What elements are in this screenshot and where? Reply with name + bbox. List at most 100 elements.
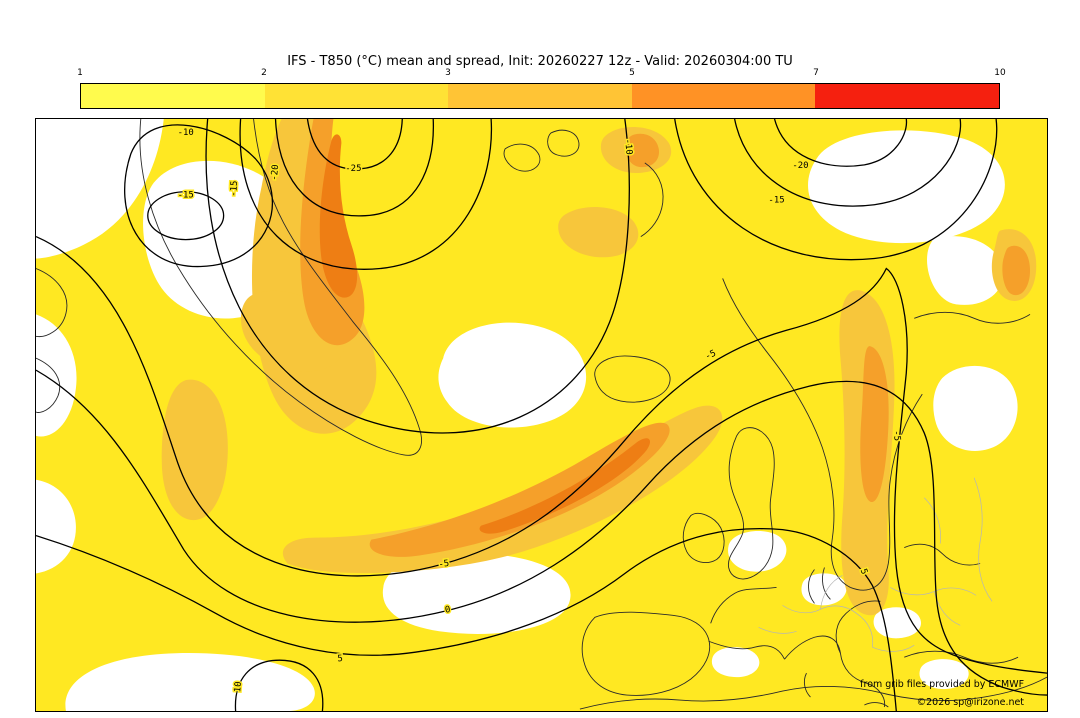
credit-copyright: ©2026 sp@irizone.net: [917, 697, 1025, 708]
coast-baffin-south: [36, 357, 61, 413]
coast-france: [710, 586, 777, 624]
coast-ireland: [682, 513, 725, 563]
contour-label: -5: [891, 430, 902, 442]
colorbar-segment: [264, 84, 449, 108]
colorbar-segment: [815, 84, 999, 108]
coast-iberia: [581, 611, 711, 696]
contour-minus5: [36, 236, 1047, 674]
coast-arctic-island: [640, 162, 664, 237]
colorbar-tick-label: 1: [77, 68, 83, 78]
contour-minus20-northeast: [773, 119, 908, 167]
coast-great-britain: [728, 427, 775, 580]
contour-plus5: [36, 527, 897, 711]
coast-norway: [722, 278, 851, 588]
coast-svalbard-2: [547, 129, 580, 157]
contour-label: -15: [768, 196, 784, 206]
contour-minus20-trough: [274, 119, 434, 217]
spread-region: [282, 405, 723, 574]
coast-sweden-baltic: [850, 393, 923, 591]
spread-region: [36, 479, 76, 574]
colorbar-tick-label: 10: [994, 68, 1006, 78]
contour-label: 5: [858, 568, 869, 576]
contour-label: -10: [622, 138, 633, 155]
coast-mediterranean-nw: [708, 640, 785, 660]
spread-region: [728, 531, 787, 572]
spread-region: [873, 607, 922, 639]
contour-label: -15: [229, 180, 240, 197]
contour-label: 10: [233, 681, 244, 693]
border-line: [923, 497, 941, 544]
map-canvas: -10 -15 -25 -20 -15 -20 -15 -10 -5 -5 -5…: [35, 118, 1048, 712]
spread-region: [625, 133, 660, 168]
contour-label: -20: [270, 164, 281, 181]
spread-region: [558, 206, 639, 258]
contour-minus15-greenland: [147, 191, 225, 241]
spread-region: [36, 119, 164, 259]
contour-label: -25: [345, 164, 361, 174]
colorbar-segment: [631, 84, 816, 108]
colorbar-tick-label: 5: [629, 68, 635, 78]
spread-region: [860, 346, 889, 503]
contour-label: -10: [178, 128, 194, 138]
border-line: [758, 626, 797, 634]
credit-ecmwf: from grib files provided by ECMWF: [860, 679, 1024, 690]
colorbar-segment: [81, 84, 265, 108]
coast-svalbard: [503, 143, 541, 172]
spread-region: [382, 552, 571, 634]
spread-region: [479, 438, 651, 534]
contour-label: -20: [792, 161, 808, 171]
colorbar-ticks: 1 2 3 5 7 10: [77, 68, 1006, 83]
colorbar-tick-label: 3: [445, 68, 451, 78]
contour-label: 5: [337, 654, 343, 664]
contour-label: 0: [444, 605, 451, 616]
spread-deep-regions: [319, 134, 651, 534]
colorbar-segment: [448, 84, 632, 108]
coast-sicily: [864, 702, 889, 708]
spread-region: [927, 236, 1004, 305]
spread-region: [161, 379, 228, 521]
contour-labels: -10 -15 -25 -20 -15 -20 -15 -10 -5 -5 -5…: [176, 126, 903, 694]
border-line: [872, 644, 915, 652]
contour-minus15-northeast: [733, 119, 962, 207]
border-line: [933, 591, 961, 626]
coast-greenland: [139, 119, 422, 456]
colorbar-wrap: 1 2 3 5 7 10: [77, 68, 1006, 109]
coast-iceland: [594, 355, 671, 403]
weather-map-svg: -10 -15 -25 -20 -15 -20 -15 -10 -5 -5 -5…: [36, 119, 1047, 711]
colorbar-tick-label: 7: [813, 68, 819, 78]
coast-baffin: [36, 268, 68, 337]
coast-arctic-russia: [914, 311, 1031, 324]
contour-label: -5: [438, 559, 450, 570]
mean-contours: [36, 119, 1047, 711]
coast-adriatic: [835, 600, 881, 654]
coast-black-sea: [904, 650, 1019, 664]
coastlines: [36, 119, 1047, 710]
contour-minus10-northeast: [674, 119, 998, 261]
border-line: [856, 613, 874, 648]
border-line: [820, 575, 843, 610]
spread-region: [319, 134, 358, 298]
spread-region: [711, 647, 760, 678]
country-borders: [758, 477, 993, 652]
colorbar: [80, 83, 1000, 109]
spread-region: [919, 659, 969, 690]
border-line: [973, 477, 993, 602]
contour-minus10-greenland: [124, 124, 273, 268]
colorbar-tick-label: 2: [261, 68, 267, 78]
chart-title: IFS - T850 (°C) mean and spread, Init: 2…: [287, 54, 793, 69]
coast-denmark: [808, 567, 831, 604]
contour-label: -15: [178, 191, 194, 201]
contour-minus10-trough: [205, 119, 630, 434]
spread-region: [1002, 245, 1031, 296]
spread-region: [808, 130, 1005, 244]
coast-bothnia: [904, 543, 981, 566]
contour-zero: [36, 369, 1047, 696]
spread-region: [933, 365, 1018, 451]
spread-region: [369, 422, 670, 557]
contour-minus25-trough: [306, 119, 403, 170]
spread-region: [438, 322, 587, 428]
coast-north-africa: [579, 676, 1047, 710]
contour-plus10: [234, 659, 324, 711]
coast-sardinia: [803, 672, 811, 698]
